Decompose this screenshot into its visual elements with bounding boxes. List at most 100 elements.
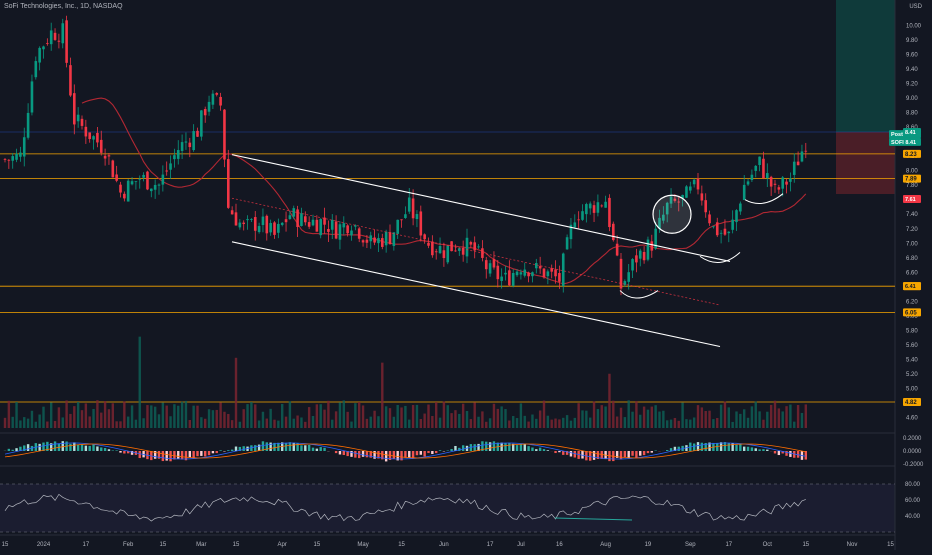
target-zone	[836, 0, 895, 132]
macd-histogram-bar	[747, 447, 749, 451]
volume-bar	[393, 417, 395, 428]
macd-histogram-bar	[119, 451, 121, 453]
volume-bar	[558, 419, 560, 428]
volume-bar	[474, 402, 476, 428]
macd-histogram-bar	[520, 444, 522, 451]
candle-body	[308, 222, 311, 227]
candle-body	[443, 250, 446, 258]
macd-histogram-bar	[354, 451, 356, 458]
candle-body	[689, 186, 692, 190]
price-tick-label: 7.00	[906, 241, 918, 247]
candle-body	[92, 136, 95, 139]
volume-bar	[566, 415, 568, 428]
volume-bar	[327, 401, 329, 428]
candle-body	[4, 159, 7, 160]
candle-body	[454, 251, 457, 252]
candle-body	[262, 217, 265, 225]
macd-histogram-bar	[739, 444, 741, 451]
volume-bar	[624, 417, 626, 428]
volume-bar	[243, 409, 245, 428]
volume-bar	[554, 419, 556, 428]
candle-body	[258, 226, 261, 232]
volume-bar	[635, 401, 637, 428]
candle-body	[758, 157, 761, 165]
candle-body	[600, 206, 603, 207]
volume-bar	[358, 402, 360, 428]
time-tick-label: 15	[160, 542, 167, 548]
volume-bar	[420, 419, 422, 428]
candle-body	[585, 204, 588, 214]
macd-histogram-bar	[92, 445, 94, 451]
price-tick-label: 7.40	[906, 212, 918, 218]
volume-bar	[489, 418, 491, 428]
volume-bar	[362, 405, 364, 428]
macd-histogram-bar	[312, 448, 314, 451]
price-badge-label: 6.41	[905, 284, 916, 290]
candle-body	[215, 93, 218, 95]
volume-bar	[708, 411, 710, 428]
candle-body	[354, 225, 357, 226]
macd-histogram-bar	[539, 448, 541, 451]
volume-bar	[281, 404, 283, 428]
price-tick-label: 4.60	[906, 416, 918, 422]
candle-body	[508, 270, 511, 285]
price-tick-label: 9.20	[906, 81, 918, 87]
candle-body	[196, 131, 199, 137]
volume-bar	[158, 414, 160, 428]
candle-body	[138, 179, 141, 180]
candle-body	[88, 132, 91, 139]
currency-label[interactable]: USD	[909, 4, 922, 10]
candle-body	[189, 143, 192, 147]
volume-bar	[208, 409, 210, 428]
macd-histogram-bar	[8, 449, 10, 451]
macd-histogram-bar	[108, 449, 110, 451]
macd-histogram-bar	[751, 447, 753, 451]
volume-bar	[524, 416, 526, 428]
candle-body	[627, 272, 630, 282]
candle-body	[512, 273, 515, 286]
volume-bar	[146, 405, 148, 428]
volume-bar	[104, 401, 106, 428]
macd-histogram-bar	[235, 447, 237, 451]
volume-bar	[73, 406, 75, 428]
candle-body	[242, 223, 245, 224]
macd-histogram-bar	[216, 451, 218, 453]
candle-body	[396, 220, 399, 234]
volume-bar	[504, 409, 506, 428]
volume-bar	[685, 419, 687, 428]
volume-bar	[273, 420, 275, 428]
candle-body	[685, 186, 688, 197]
volume-bar	[173, 404, 175, 428]
candle-body	[477, 246, 480, 247]
level-label: 7.89	[905, 177, 917, 183]
candle-body	[708, 214, 711, 223]
volume-bar	[620, 408, 622, 428]
macd-histogram-bar	[343, 451, 345, 455]
macd-histogram-bar	[123, 451, 125, 454]
candle-body	[208, 102, 211, 112]
macd-histogram-bar	[493, 441, 495, 451]
candle-body	[254, 217, 257, 231]
macd-histogram-bar	[208, 451, 210, 455]
candle-body	[227, 159, 230, 208]
candle-body	[123, 194, 126, 199]
macd-histogram-bar	[300, 445, 302, 451]
volume-bar	[131, 405, 133, 428]
time-tick-label: 2024	[37, 542, 51, 548]
volume-bar	[731, 422, 733, 428]
candle-body	[589, 204, 592, 209]
volume-bar	[277, 421, 279, 428]
candle-body	[273, 222, 276, 234]
candle-body	[720, 233, 723, 234]
volume-bar	[701, 407, 703, 428]
macd-tick-label: 0.2000	[903, 436, 922, 442]
macd-histogram-bar	[647, 451, 649, 453]
macd-histogram-bar	[266, 442, 268, 451]
macd-histogram-bar	[755, 448, 757, 451]
macd-histogram-bar	[535, 449, 537, 451]
volume-bar	[200, 417, 202, 428]
